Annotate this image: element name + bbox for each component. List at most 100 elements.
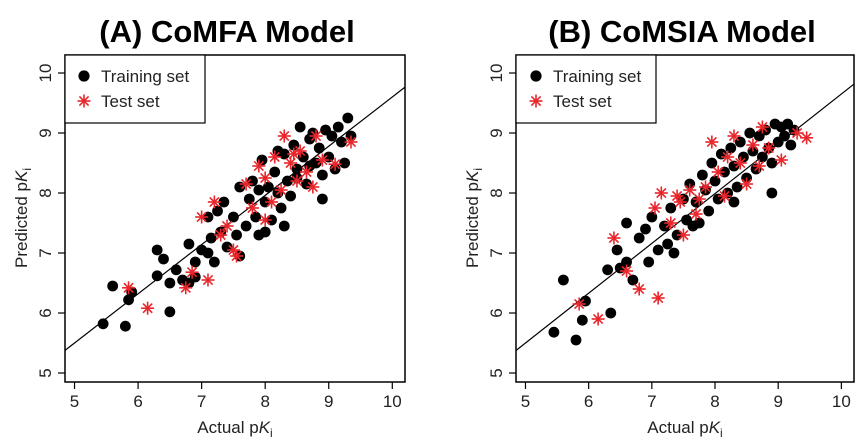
panel-a-test-point [214, 228, 228, 242]
panel-a-test-point [179, 281, 193, 295]
panel-b-training-point [611, 244, 623, 256]
panel-a-training-point [285, 190, 297, 202]
panel-a-y-tick-label: 9 [36, 128, 55, 137]
panel-a-training-point [269, 166, 281, 178]
panel-b-training-point [766, 187, 778, 199]
panel-a-test-point [207, 195, 221, 209]
panel-b-test-point [591, 312, 605, 326]
panel-b-y-tick-label: 8 [487, 188, 506, 197]
panel-b-training-point [576, 314, 588, 326]
panel-a: (A) CoMFA Model 5 6 7 8 9 10 5 6 7 8 9 10 Training … [12, 14, 406, 440]
panel-a-training-point [164, 277, 176, 289]
panel-b-title: (B) CoMSIA Model [548, 14, 815, 49]
panel-b-test-point [755, 120, 769, 134]
panel-b-legend: Training set Test set [515, 54, 657, 124]
panel-b-training-point [744, 127, 756, 139]
panel-a-y-tick-label: 5 [36, 368, 55, 377]
panel-a-training-point [228, 211, 239, 223]
panel-a-test-point [258, 213, 272, 227]
panel-b-training-point [652, 244, 664, 256]
panel-b-test-point [572, 297, 586, 311]
panel-b-y-axis-title-text: Predicted p [463, 182, 482, 268]
panel-b-y-tick-label: 10 [487, 64, 506, 83]
panel-b-training-point [570, 334, 582, 346]
panel-b-ticks: 5 6 7 8 9 10 5 6 7 8 9 10 [487, 64, 851, 411]
panel-b-y-tick-label: 5 [487, 368, 506, 377]
panel-a-training-point [189, 256, 201, 268]
panel-a-x-tick-label: 9 [324, 392, 333, 411]
panel-a-test-point [290, 174, 304, 188]
panel-b-x-axis-title: Actual pKi [647, 418, 722, 440]
panel-b-training-point [640, 223, 651, 235]
panel-b-training-point [728, 196, 740, 208]
panel-a-training-point [164, 306, 176, 318]
panel-a-y-axis-title-text: Predicted p [12, 182, 31, 268]
panel-b-training-point [779, 130, 790, 142]
panel-b-x-tick-label: 6 [584, 392, 593, 411]
panel-b-test-point [727, 129, 741, 143]
panel-b-plot-frame [515, 54, 855, 383]
panel-a-training-point [208, 256, 220, 268]
panel-a-training-point [183, 238, 195, 250]
panel-a-x-axis-title-text: Actual p [197, 418, 258, 437]
panel-a-training-point [170, 264, 182, 276]
panel-a-y-tick-label: 7 [36, 248, 55, 257]
panel-a-test-point [185, 265, 199, 279]
panel-a-training-point [151, 244, 163, 256]
panel-a-training-point [278, 220, 290, 232]
panel-b-training-point [557, 274, 569, 286]
panel-a-training-point [202, 247, 214, 259]
panel-b-y-axis-title: Predicted pKi [463, 168, 485, 268]
panel-b-test-point [654, 186, 668, 200]
panel-b-training-point [785, 139, 797, 151]
panel-a-y-tick-label: 8 [36, 188, 55, 197]
panel-b-legend-training-label: Training set [553, 67, 641, 86]
panel-a-training-point [205, 232, 217, 244]
panel-a-test-point [201, 273, 215, 287]
panel-a-test-point [252, 159, 266, 173]
panel-b-test-point [800, 131, 814, 145]
panel-b-x-tick-label: 9 [773, 392, 782, 411]
panel-b-y-tick-label: 7 [487, 248, 506, 257]
panel-b-test-point [670, 189, 684, 203]
panel-b-training-point [703, 205, 715, 217]
panel-a-x-tick-label: 7 [197, 392, 206, 411]
panel-a-legend: Training set Test set [64, 54, 206, 124]
panel-a-legend-star-shape [77, 94, 91, 108]
panel-b-training-point [706, 157, 718, 169]
panel-b-legend-box [515, 54, 657, 124]
panel-b-training-point [621, 256, 632, 268]
panel-a-x-axis-title: Actual pKi [197, 418, 272, 440]
panel-a-test-point [239, 177, 253, 191]
panel-b-test-point [607, 231, 621, 245]
panel-a-training-point [339, 157, 351, 169]
panel-a-test-point [230, 249, 244, 263]
panel-b-legend-test-label: Test set [553, 92, 612, 111]
panel-b-training-point [605, 307, 617, 319]
panel-a-test-point [287, 147, 301, 161]
panel-a-training-point [316, 169, 328, 181]
panel-a-training-point [107, 280, 119, 292]
panel-a-training-point [240, 220, 252, 232]
panel-a-y-tick-label: 10 [36, 64, 55, 83]
panel-b-training-point [668, 247, 680, 259]
panel-b-test-point [752, 159, 766, 173]
panel-a-training-point [326, 130, 338, 142]
panel-b-points [548, 118, 814, 346]
panel-a-test-point [258, 171, 272, 185]
panel-a-training-point [294, 121, 306, 133]
panel-a-test-point [344, 135, 358, 149]
panel-b-test-point [705, 135, 719, 149]
panel-a-training-point [275, 202, 287, 214]
panel-b-y-tick-label: 9 [487, 128, 506, 137]
panel-a-training-point [336, 136, 347, 148]
panel-b-x-tick-label: 5 [521, 392, 530, 411]
panel-a-x-tick-label: 6 [133, 392, 142, 411]
panel-a-y-tick-label: 6 [36, 308, 55, 317]
panel-a-test-point [265, 195, 279, 209]
panel-b-training-point [602, 264, 614, 276]
panel-a-points [97, 112, 358, 332]
panel-a-test-point [220, 219, 234, 233]
panel-b-training-point [621, 217, 632, 229]
